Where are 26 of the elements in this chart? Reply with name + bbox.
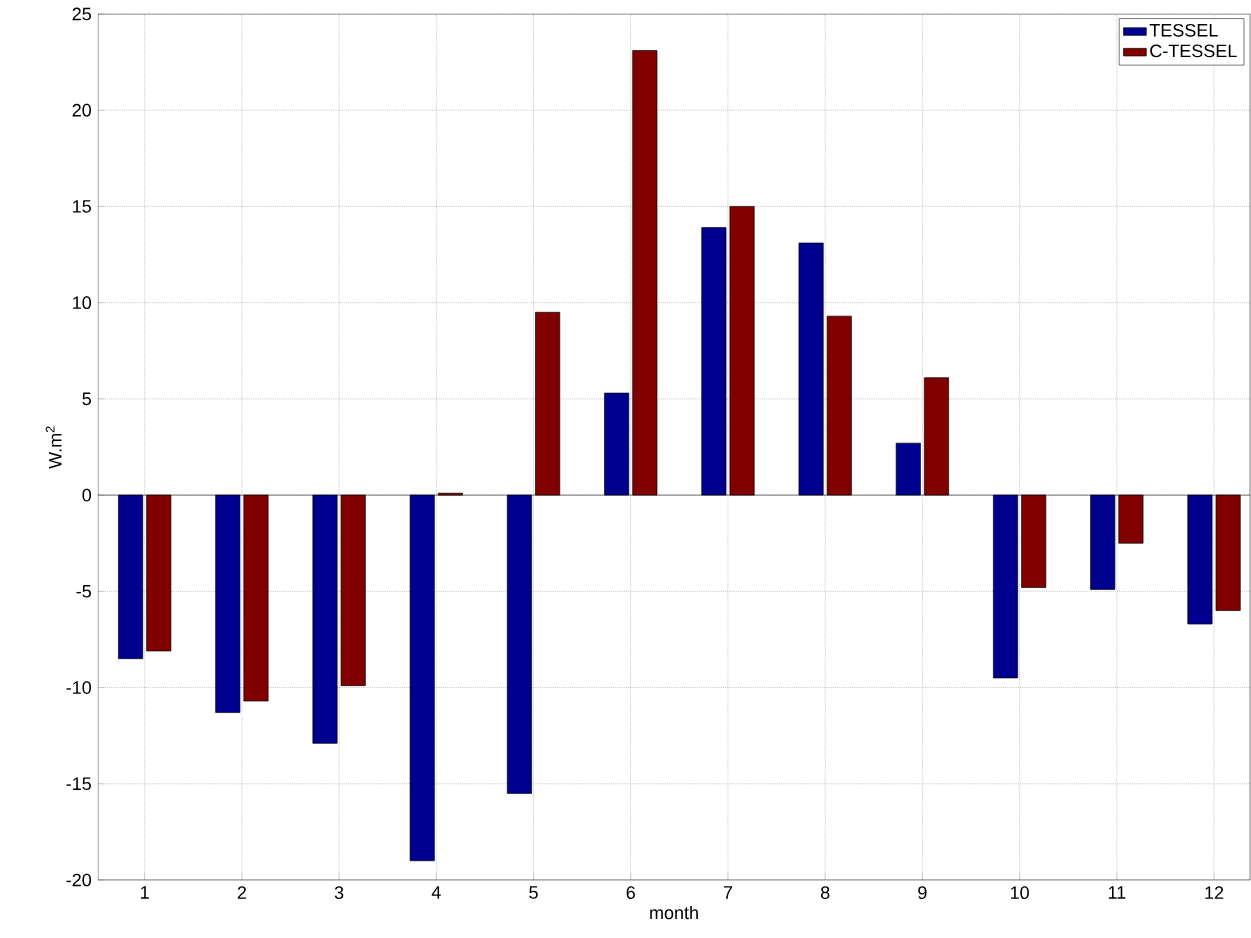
x-tick-label: 2 (237, 886, 246, 899)
x-tick-label: 4 (431, 886, 441, 899)
y-tick-label: -5 (76, 585, 91, 598)
y-tick-label: 25 (72, 7, 91, 21)
y-axis-title: W.m$^{2}$ (45, 426, 62, 469)
y-tick-label: 5 (82, 392, 91, 406)
x-tick-label: 3 (334, 886, 344, 899)
y-tick-label: 20 (72, 103, 92, 117)
y-tick-label: 15 (73, 200, 91, 213)
x-axis-title: month (650, 905, 698, 920)
x-tick-label: 9 (918, 886, 927, 899)
y-tick-label: -20 (66, 873, 92, 887)
y-tick-label: -15 (66, 777, 91, 791)
legend-label: TESSEL (1149, 23, 1218, 37)
x-tick-label: 1 (141, 886, 149, 899)
x-tick-label: 6 (626, 886, 635, 899)
x-tick-label: 12 (1205, 886, 1224, 899)
y-tick-label: -10 (66, 681, 92, 694)
x-tick-label: 8 (820, 886, 830, 899)
y-tick-label: 10 (73, 296, 92, 310)
x-tick-label: 11 (1108, 886, 1126, 899)
y-tick-label: 0 (82, 488, 92, 502)
x-tick-label: 5 (529, 886, 538, 899)
x-tick-label: 7 (723, 886, 733, 899)
legend-label: C-TESSEL (1150, 44, 1237, 58)
x-tick-label: 10 (1010, 886, 1029, 899)
